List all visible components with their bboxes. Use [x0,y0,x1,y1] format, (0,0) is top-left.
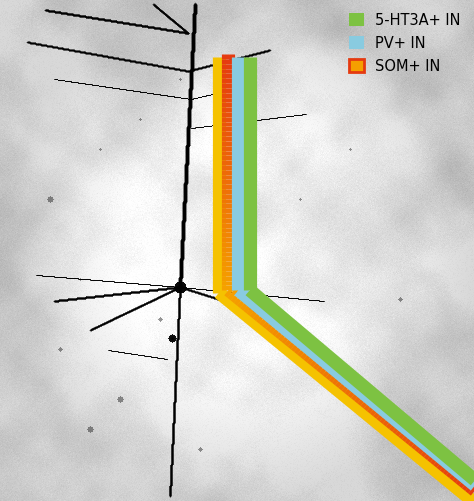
Legend: 5-HT3A+ IN, PV+ IN, SOM+ IN: 5-HT3A+ IN, PV+ IN, SOM+ IN [343,8,467,80]
